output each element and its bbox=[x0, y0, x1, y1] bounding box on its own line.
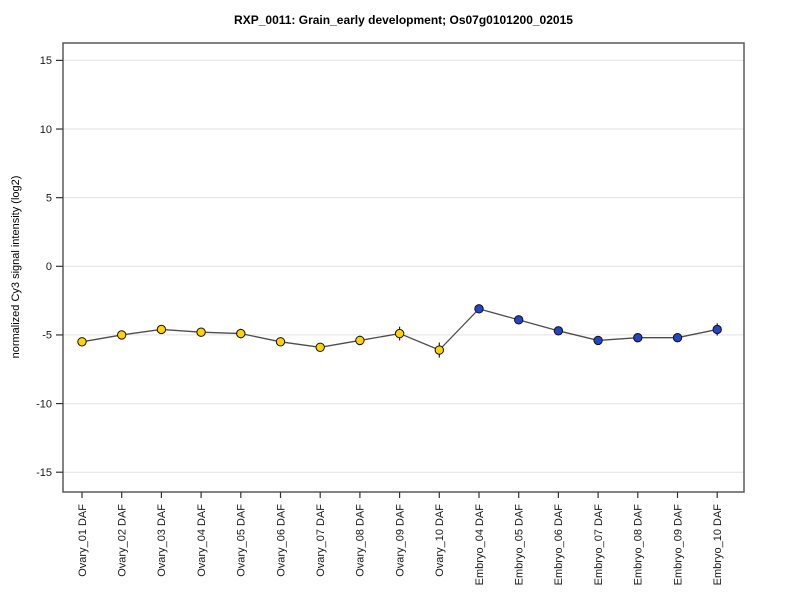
x-tick-label: Ovary_06 DAF bbox=[275, 504, 287, 577]
data-point bbox=[77, 337, 87, 347]
x-tick-label: Ovary_07 DAF bbox=[315, 504, 327, 577]
data-point bbox=[355, 335, 365, 346]
data-point bbox=[474, 304, 484, 314]
x-tick-label: Ovary_10 DAF bbox=[434, 504, 446, 577]
data-point bbox=[117, 330, 127, 340]
data-point bbox=[633, 332, 643, 343]
y-axis: 15 10 5 0 -5 -10 -15 bbox=[36, 55, 63, 479]
gridlines bbox=[63, 59, 744, 473]
x-tick-label: Ovary_01 DAF bbox=[77, 504, 89, 577]
x-tick-label: Ovary_04 DAF bbox=[196, 504, 208, 577]
y-tick-label: 5 bbox=[46, 192, 52, 204]
x-tick-label: Ovary_08 DAF bbox=[355, 504, 367, 577]
data-point bbox=[156, 324, 167, 335]
chart-title: RXP_0011: Grain_early development; Os07g… bbox=[234, 13, 573, 27]
data-point bbox=[394, 328, 405, 339]
x-axis: Ovary_01 DAF Ovary_02 DAF Ovary_03 DAF Ovar… bbox=[77, 492, 724, 585]
x-tick-label: Ovary_05 DAF bbox=[236, 504, 248, 577]
data-point bbox=[236, 328, 246, 339]
y-tick-label: -5 bbox=[42, 330, 52, 342]
data-point bbox=[593, 335, 603, 346]
x-tick-label: Embryo_06 DAF bbox=[553, 504, 565, 586]
data-point bbox=[553, 326, 564, 336]
x-tick-label: Ovary_09 DAF bbox=[394, 504, 406, 577]
x-tick-label: Embryo_05 DAF bbox=[514, 504, 526, 586]
y-tick-label: 10 bbox=[40, 124, 52, 136]
data-point bbox=[315, 342, 325, 352]
x-tick-label: Embryo_04 DAF bbox=[474, 504, 486, 586]
x-tick-label: Embryo_10 DAF bbox=[712, 504, 724, 586]
data-point bbox=[434, 345, 444, 355]
x-tick-label: Embryo_09 DAF bbox=[672, 504, 684, 586]
data-points bbox=[77, 304, 722, 355]
y-tick-label: 0 bbox=[46, 261, 52, 273]
data-point bbox=[514, 315, 524, 325]
x-tick-label: Ovary_03 DAF bbox=[156, 504, 168, 577]
data-point bbox=[275, 337, 286, 347]
y-tick-label: 15 bbox=[40, 55, 52, 67]
x-tick-label: Ovary_02 DAF bbox=[117, 504, 129, 577]
data-point bbox=[672, 332, 683, 343]
plot-box bbox=[62, 42, 745, 493]
x-tick-label: Embryo_07 DAF bbox=[593, 504, 605, 586]
x-tick-label: Embryo_08 DAF bbox=[633, 504, 645, 586]
data-point bbox=[712, 324, 722, 335]
y-tick-label: -15 bbox=[36, 467, 52, 479]
data-point bbox=[196, 327, 206, 337]
y-tick-label: -10 bbox=[36, 398, 52, 410]
